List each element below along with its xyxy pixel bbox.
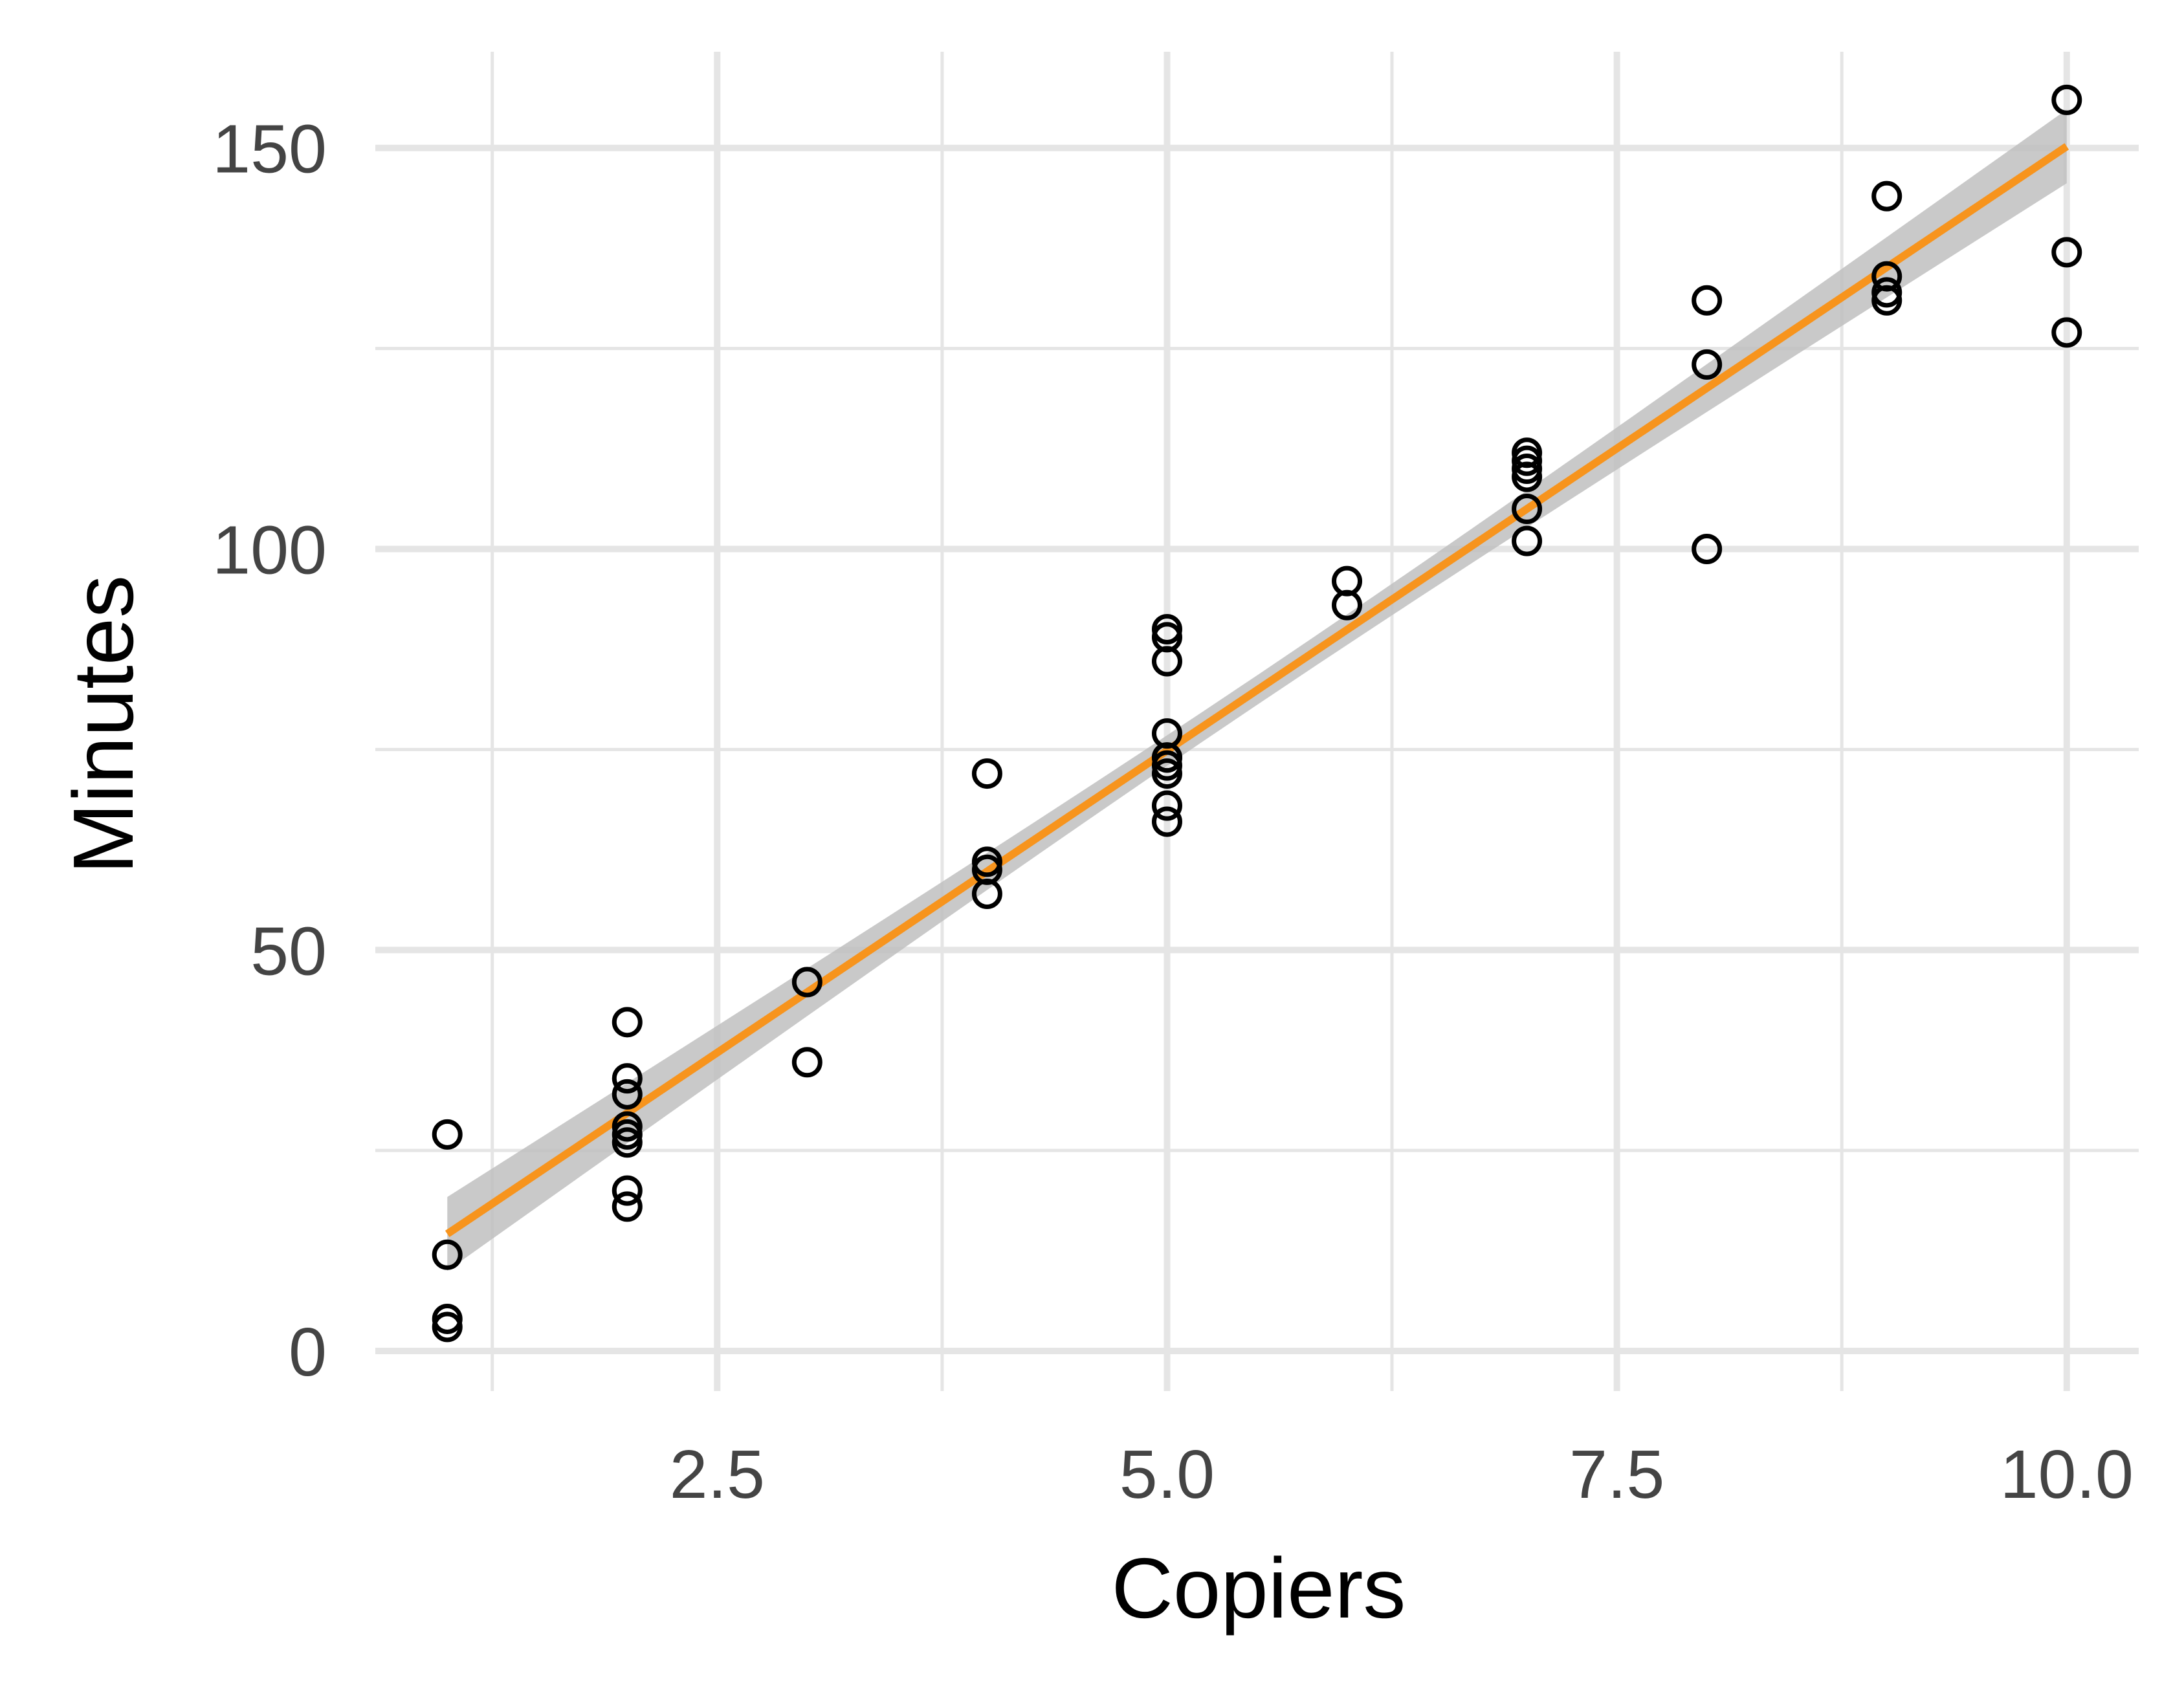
data-point-1 — [432, 1239, 463, 1270]
data-point-39 — [1871, 181, 1903, 212]
data-point-7 — [612, 1111, 643, 1142]
data-point-33 — [1512, 494, 1543, 525]
y-tick-label-2: 100 — [212, 512, 327, 589]
x-tick-label-2: 7.5 — [1569, 1436, 1664, 1513]
data-point-8 — [612, 1119, 643, 1150]
data-point-13 — [791, 1047, 822, 1078]
data-point-18 — [1151, 613, 1182, 644]
grid-lines — [375, 52, 2139, 1391]
y-tick-label-3: 150 — [212, 111, 327, 188]
data-point-26 — [1151, 758, 1182, 789]
data-point-15 — [971, 846, 1002, 877]
data-point-6 — [612, 1079, 643, 1110]
fit-line-layer — [445, 143, 2069, 1238]
data-point-2 — [432, 1303, 463, 1334]
data-point-23 — [1151, 750, 1182, 781]
data-point-31 — [1512, 445, 1543, 476]
data-point-35 — [1512, 454, 1543, 485]
data-point-17 — [971, 878, 1002, 909]
data-points-layer — [432, 84, 2082, 1343]
data-point-29 — [1332, 589, 1363, 620]
data-point-37 — [1692, 349, 1723, 380]
y-tick-label-0: 0 — [289, 1314, 327, 1390]
y-axis-title: Minutes — [56, 575, 151, 874]
data-point-9 — [612, 1175, 643, 1206]
data-point-12 — [791, 967, 822, 998]
data-point-41 — [1871, 277, 1903, 308]
data-point-36 — [1692, 285, 1723, 316]
data-point-25 — [1151, 806, 1182, 837]
y-tick-label-1: 50 — [250, 913, 327, 989]
x-axis-title: Copiers — [1112, 1541, 1406, 1636]
data-point-42 — [1871, 285, 1903, 316]
data-point-20 — [1151, 646, 1182, 677]
data-point-27 — [1151, 742, 1182, 773]
data-point-0 — [432, 1119, 463, 1150]
data-point-24 — [1151, 790, 1182, 821]
data-point-10 — [612, 1191, 643, 1222]
data-point-3 — [432, 1311, 463, 1343]
data-point-5 — [612, 1063, 643, 1094]
data-point-11 — [612, 1127, 643, 1158]
x-tick-label-1: 5.0 — [1120, 1436, 1215, 1513]
y-axis-tick-labels: 0 50 100 150 — [212, 111, 327, 1390]
data-point-44 — [2051, 237, 2082, 268]
x-axis-tick-labels: 2.5 5.0 7.5 10.0 — [670, 1436, 2134, 1513]
data-point-32 — [1512, 461, 1543, 492]
data-point-14 — [971, 758, 1002, 789]
data-point-38 — [1692, 534, 1723, 565]
data-point-4 — [612, 1007, 643, 1038]
data-point-43 — [2051, 84, 2082, 115]
data-point-45 — [2051, 317, 2082, 348]
x-tick-label-3: 10.0 — [2000, 1436, 2134, 1513]
data-point-34 — [1512, 525, 1543, 556]
x-tick-label-0: 2.5 — [670, 1436, 765, 1513]
fit-line — [445, 143, 2069, 1238]
